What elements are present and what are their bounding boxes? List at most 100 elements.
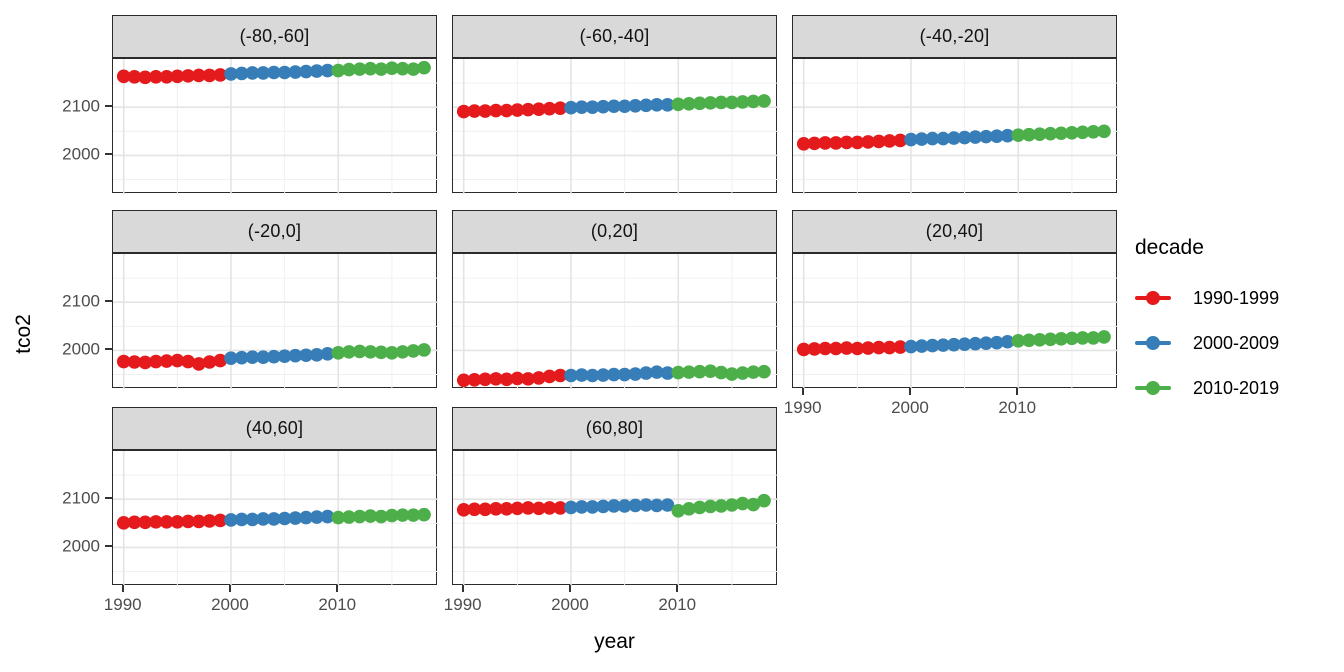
data-point — [374, 62, 388, 76]
data-point — [596, 99, 610, 114]
data-point — [159, 70, 174, 84]
facet-panel — [112, 253, 438, 389]
y-tick-label: 2000 — [62, 339, 100, 359]
data-point — [936, 131, 950, 146]
data-point — [138, 70, 152, 85]
y-tick-label: 2000 — [62, 536, 100, 556]
data-point — [267, 65, 281, 80]
facet-panel-plot — [453, 59, 778, 194]
data-point — [735, 95, 750, 109]
data-point — [574, 368, 589, 382]
data-point — [456, 503, 471, 517]
y-tick-mark — [105, 497, 112, 500]
data-point — [989, 129, 1004, 143]
data-point — [692, 500, 707, 515]
data-point — [596, 368, 610, 382]
data-point — [127, 70, 142, 84]
data-point — [467, 104, 482, 118]
data-point — [947, 131, 961, 145]
data-point — [489, 502, 503, 516]
data-point — [256, 66, 270, 80]
data-point — [703, 96, 718, 110]
facet-strip-label: (-20,0] — [247, 221, 302, 241]
data-point — [692, 364, 707, 379]
data-point — [489, 372, 503, 386]
data-point — [725, 95, 739, 110]
data-point — [607, 367, 621, 382]
data-point — [202, 355, 217, 369]
data-point — [234, 350, 249, 365]
data-point — [267, 512, 281, 526]
data-point — [532, 371, 546, 385]
data-point — [417, 507, 431, 522]
data-point — [202, 514, 217, 528]
data-point — [138, 515, 152, 530]
data-point — [1054, 126, 1068, 141]
data-point — [893, 133, 908, 148]
data-point — [181, 514, 195, 529]
data-point — [395, 61, 410, 76]
facet-strip-label: (0,20] — [590, 221, 639, 241]
data-point — [861, 341, 875, 355]
facet-strip-label: (60,80] — [585, 418, 644, 438]
data-point — [904, 132, 918, 147]
data-point — [564, 500, 578, 515]
data-point — [989, 335, 1004, 350]
data-point — [1032, 127, 1047, 142]
data-point — [352, 344, 367, 359]
data-point — [607, 99, 621, 114]
data-point — [585, 500, 600, 514]
data-point — [1097, 330, 1111, 344]
data-point — [574, 100, 589, 115]
data-point — [714, 365, 728, 380]
data-point — [607, 499, 621, 513]
data-point — [639, 98, 653, 113]
data-point — [682, 97, 696, 111]
data-point — [968, 130, 983, 144]
y-tick-mark — [105, 300, 112, 303]
data-point — [1065, 331, 1079, 346]
data-point — [925, 338, 940, 353]
data-point — [628, 98, 643, 113]
data-point — [510, 371, 525, 386]
data-point — [861, 135, 875, 149]
data-point — [660, 498, 675, 512]
data-point — [510, 103, 525, 117]
legend-label: 1990-1999 — [1193, 287, 1280, 308]
data-point — [342, 345, 356, 359]
data-point — [947, 337, 961, 352]
data-point — [703, 364, 718, 378]
facet-panel — [452, 450, 778, 586]
facet-strip: (-80,-60] — [112, 15, 437, 58]
data-point — [617, 499, 632, 513]
legend: decade 1990-1999 2000-2009 2010-2019 — [1135, 236, 1335, 419]
data-point — [170, 69, 185, 84]
data-point — [245, 66, 260, 80]
data-point — [893, 340, 908, 354]
data-point — [1022, 127, 1036, 142]
data-point — [510, 501, 525, 516]
data-point — [127, 355, 142, 369]
data-point — [467, 373, 482, 387]
data-point — [735, 366, 750, 380]
data-point — [818, 136, 832, 150]
data-point — [1032, 333, 1047, 347]
data-point — [1022, 333, 1036, 348]
data-point — [499, 502, 514, 516]
data-point — [181, 69, 195, 83]
x-axis-title: year — [594, 630, 635, 653]
data-point — [245, 512, 260, 527]
y-tick-mark — [105, 105, 112, 108]
data-point — [149, 354, 163, 369]
data-point — [288, 348, 303, 363]
facet-panel-plot — [113, 254, 438, 389]
data-point — [649, 498, 664, 513]
data-point — [521, 501, 535, 515]
x-tick-mark — [801, 388, 804, 395]
data-point — [277, 349, 292, 364]
data-point — [1000, 128, 1015, 143]
x-tick-label: 1990 — [783, 398, 822, 417]
x-tick-label: 2010 — [998, 398, 1037, 417]
data-point — [456, 104, 471, 119]
data-point — [245, 350, 260, 364]
